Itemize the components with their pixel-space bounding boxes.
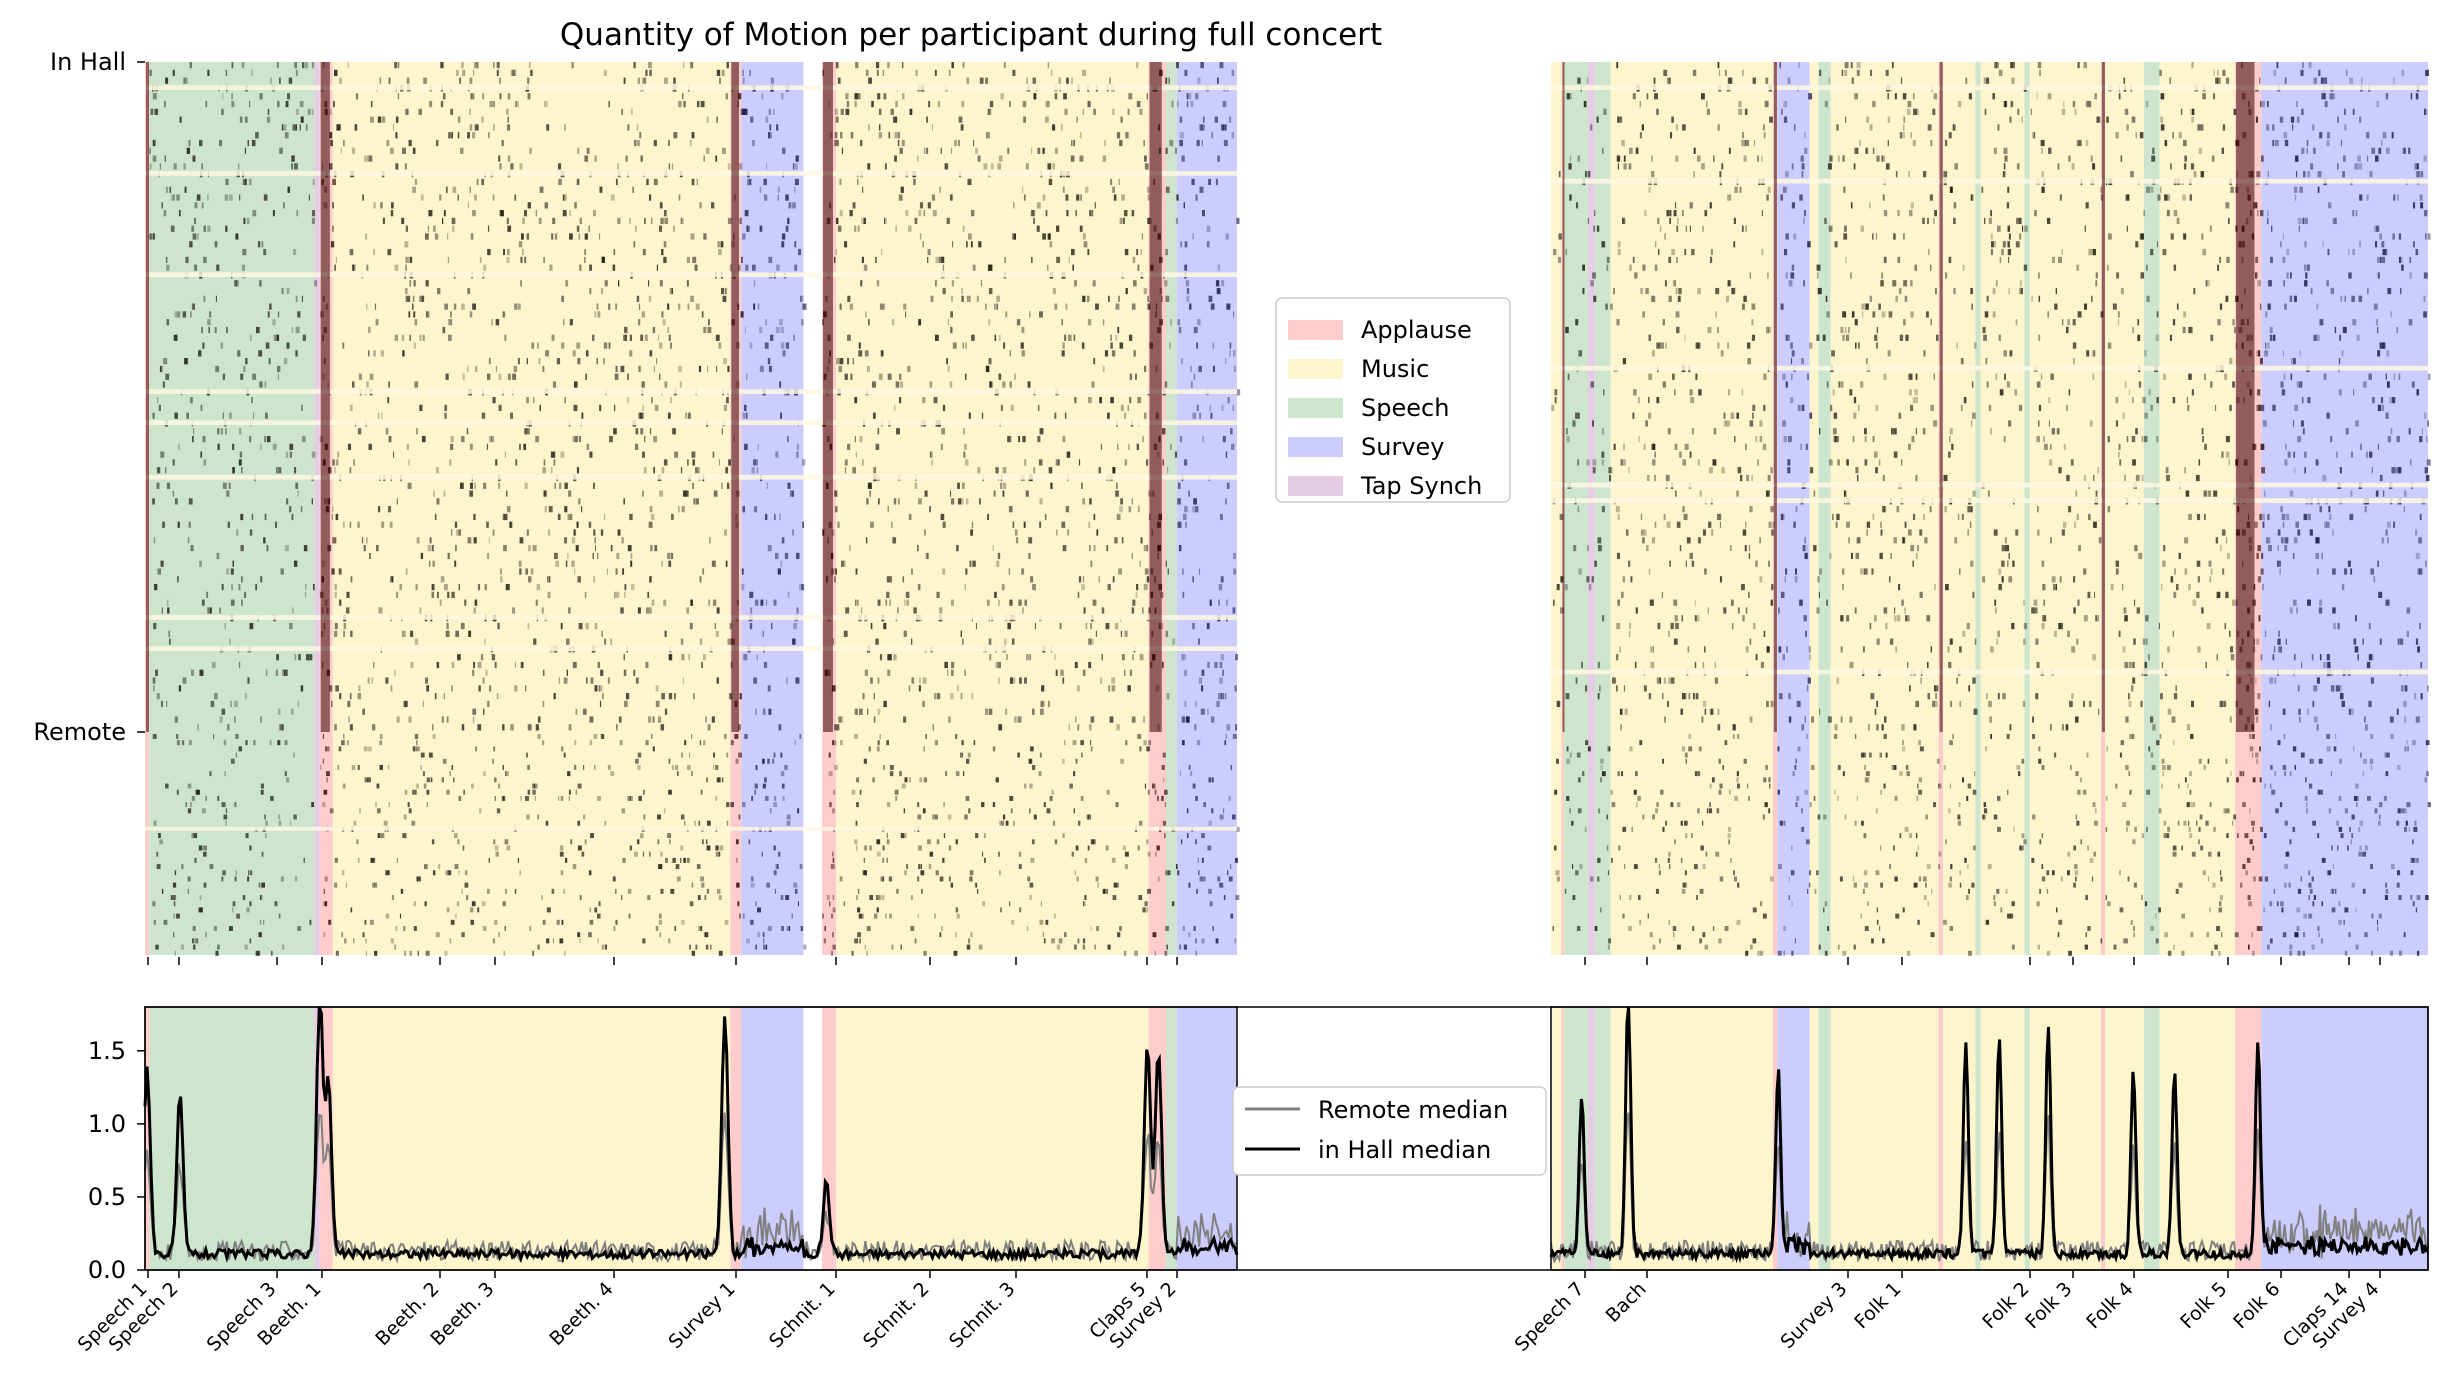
legend-entry: in Hall median bbox=[1318, 1136, 1491, 1164]
heatmap-segment-music bbox=[1809, 62, 1819, 955]
heatmap-segment-music bbox=[1980, 62, 2025, 955]
applause-motion-band bbox=[2236, 62, 2255, 732]
event-tick-label: Schnit. 2 bbox=[859, 1278, 934, 1353]
median-segment-applause bbox=[1561, 1007, 1565, 1270]
median-ytick-label: 1.5 bbox=[88, 1037, 126, 1065]
median-segment-speech bbox=[1594, 1007, 1611, 1270]
heatmap-segment-survey bbox=[741, 62, 804, 955]
legend-entry: Remote median bbox=[1318, 1096, 1508, 1124]
median-segment-speech bbox=[1564, 1007, 1588, 1270]
heatmap-panel: In Hall Remote bbox=[33, 48, 2431, 956]
event-tick-label: Survey 1 bbox=[664, 1278, 739, 1353]
applause-motion-band bbox=[320, 62, 330, 732]
heatmap-segment-speech bbox=[2024, 62, 2030, 955]
applause-motion-band bbox=[146, 62, 150, 732]
event-tick-label: Folk 5 bbox=[2176, 1278, 2231, 1333]
heatmap-segment-music bbox=[1610, 62, 1773, 955]
heatmap-segment-speech bbox=[1564, 62, 1588, 955]
applause-motion-band bbox=[1562, 62, 1565, 732]
legend-entry: Speech bbox=[1361, 394, 1449, 422]
legend-frame bbox=[1232, 1086, 1547, 1176]
median-segment-music bbox=[2029, 1007, 2101, 1270]
heatmap-segment-music bbox=[1551, 62, 1562, 955]
heatmap-segment-tap-synch bbox=[1587, 62, 1595, 955]
event-tick-label: Beeth. 4 bbox=[545, 1278, 617, 1350]
median-segment-tap-synch bbox=[1587, 1007, 1595, 1270]
median-segment-speech bbox=[1166, 1007, 1177, 1270]
event-tick-label: Folk 1 bbox=[1850, 1278, 1905, 1333]
heatmap-segment-tap-synch bbox=[314, 62, 320, 955]
legend-swatch bbox=[1288, 398, 1343, 418]
median-axes-outline bbox=[144, 1006, 2429, 1271]
median-segment-music bbox=[1809, 1007, 1819, 1270]
event-tick-label: Folk 6 bbox=[2229, 1278, 2284, 1333]
median-segment-speech bbox=[2024, 1007, 2030, 1270]
legend-swatch bbox=[1288, 437, 1343, 457]
applause-motion-band bbox=[1939, 62, 1943, 732]
heatmap-segment-music bbox=[2159, 62, 2236, 955]
in-hall-median-line bbox=[143, 1006, 1239, 1264]
median-segment-speech bbox=[2143, 1007, 2160, 1270]
chart-title: Quantity of Motion per participant durin… bbox=[560, 17, 1382, 53]
legend-entry: Music bbox=[1361, 355, 1429, 383]
median-segment-applause bbox=[822, 1007, 837, 1270]
legend-entry: Applause bbox=[1361, 316, 1472, 344]
legend-entry: Tap Synch bbox=[1360, 472, 1482, 500]
event-tick-label: Speech 7 bbox=[1511, 1278, 1589, 1356]
event-tick-label: Folk 4 bbox=[2082, 1278, 2137, 1333]
event-tick-label: Folk 2 bbox=[1978, 1278, 2033, 1333]
heatmap-ytick-label: Remote bbox=[33, 718, 126, 746]
heatmap-rows bbox=[145, 62, 1241, 956]
heatmap-segment-speech bbox=[2143, 62, 2160, 955]
median-segment-music bbox=[836, 1007, 1149, 1270]
event-tick-label: Bach bbox=[1602, 1278, 1651, 1327]
applause-motion-band bbox=[1149, 62, 1162, 732]
median-segment-speech bbox=[1818, 1007, 1831, 1270]
heatmap-ytick-label: In Hall bbox=[50, 48, 126, 76]
heatmap-segment-music bbox=[836, 62, 1149, 955]
in-hall-median-line bbox=[1549, 1006, 2429, 1264]
median-segment-applause bbox=[2100, 1007, 2106, 1270]
median-ytick-label: 0.0 bbox=[88, 1256, 126, 1284]
event-tick-label: Schnit. 1 bbox=[765, 1278, 840, 1353]
median-ytick-label: 1.0 bbox=[88, 1110, 126, 1138]
legend-entry: Survey bbox=[1361, 433, 1444, 461]
event-tick-label: Survey 3 bbox=[1776, 1278, 1851, 1353]
median-segment-music bbox=[1830, 1007, 1939, 1270]
median-legend: Remote median in Hall median bbox=[1232, 1086, 1547, 1176]
median-panel: 0.0 0.5 1.0 1.5 bbox=[88, 1006, 2429, 1284]
heatmap-segment-music bbox=[2029, 62, 2101, 955]
event-tick-label: Folk 3 bbox=[2021, 1278, 2076, 1333]
legend-swatch bbox=[1288, 476, 1343, 496]
legend-swatch bbox=[1288, 320, 1343, 340]
median-segment-music bbox=[332, 1007, 731, 1270]
median-segment-applause bbox=[730, 1007, 742, 1270]
heatmap-segment-music bbox=[332, 62, 731, 955]
applause-motion-band bbox=[823, 62, 833, 732]
applause-motion-band bbox=[2101, 62, 2105, 732]
heatmap-segment-speech bbox=[1975, 62, 1981, 955]
median-segment-applause bbox=[145, 1007, 150, 1270]
applause-motion-band bbox=[731, 62, 739, 732]
legend-swatch bbox=[1288, 359, 1343, 379]
heatmap-segment-survey bbox=[1176, 62, 1237, 955]
heatmap-segment-music bbox=[2105, 62, 2144, 955]
segment-type-legend: Applause Music Speech Survey Tap Synch bbox=[1275, 297, 1511, 503]
median-segment-applause bbox=[1938, 1007, 1944, 1270]
applause-motion-band bbox=[1773, 62, 1777, 732]
heatmap-segment-survey bbox=[2261, 62, 2428, 955]
heatmap-segment-speech bbox=[149, 62, 315, 955]
median-ytick-label: 0.5 bbox=[88, 1183, 126, 1211]
median-segment-speech bbox=[1975, 1007, 1981, 1270]
median-segment-music bbox=[1610, 1007, 1773, 1270]
heatmap-segment-speech bbox=[1166, 62, 1177, 955]
heatmap-segment-speech bbox=[1818, 62, 1831, 955]
event-tick-label: Schnit. 3 bbox=[945, 1278, 1020, 1353]
median-segment-music bbox=[1551, 1007, 1562, 1270]
